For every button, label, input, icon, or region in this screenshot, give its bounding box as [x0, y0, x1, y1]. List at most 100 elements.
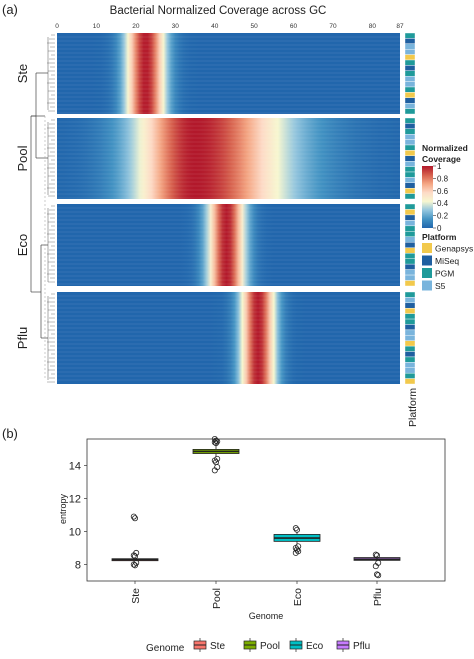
genome-legend: Ste Pool Eco Pflu — [193, 638, 370, 652]
group-label-eco: Eco — [15, 234, 30, 256]
platform-legend-swatch — [422, 280, 432, 291]
platform-cell — [404, 291, 416, 298]
boxplot-outlier — [130, 552, 137, 559]
platform-cell — [404, 92, 416, 99]
platform-cell — [404, 102, 416, 109]
platform-cell — [404, 144, 416, 151]
platform-cell — [404, 340, 416, 347]
platform-cell — [404, 81, 416, 88]
boxplot-outlier — [131, 553, 138, 560]
colorbar-tick-label: 0.2 — [437, 212, 449, 221]
platform-cell — [404, 150, 416, 156]
platform-cell — [404, 329, 416, 336]
platform-cell — [404, 242, 416, 248]
platform-cell — [404, 177, 416, 183]
heatmap-x-ticks: 0 10 20 30 40 50 60 70 80 87 — [55, 23, 404, 30]
boxplot-outlier — [212, 437, 219, 444]
platform-legend-label: Genapsys — [435, 244, 473, 254]
heatmap-x-tick: 40 — [211, 23, 219, 30]
heatmap-block-ste — [57, 33, 400, 114]
genome-legend-label: Ste — [210, 641, 225, 652]
platform-cell — [404, 335, 416, 341]
boxplot-outlier — [292, 549, 299, 556]
platform-cell — [404, 274, 416, 281]
platform-cell — [404, 86, 416, 93]
platform-cell — [404, 171, 416, 178]
panel-b-label: (b) — [2, 426, 18, 441]
boxplot-outlier — [131, 515, 138, 522]
heatmap-x-tick: 20 — [132, 23, 140, 30]
platform-cell — [404, 108, 416, 115]
group-label-pool: Pool — [15, 145, 30, 171]
platform-cell — [404, 155, 416, 162]
boxplot-y-ticks: 8 10 12 14 — [69, 460, 87, 571]
group-label-pflu: Pflu — [15, 327, 30, 349]
heatmap-x-tick: 10 — [93, 23, 101, 30]
panel-a-label: (a) — [2, 2, 18, 17]
platform-cell — [404, 70, 416, 77]
platform-cell — [404, 236, 416, 243]
boxplot-y-tick-label: 8 — [75, 559, 81, 571]
boxplot-x-tick-label: Pflu — [372, 588, 384, 606]
platform-cell — [404, 123, 416, 130]
platform-cell — [404, 308, 416, 314]
boxplot-outlier — [130, 561, 137, 568]
heatmap-x-tick: 70 — [329, 23, 337, 30]
platform-cell — [404, 49, 416, 55]
platform-cell — [404, 220, 416, 227]
platform-legend-title: Platform — [422, 232, 457, 242]
boxplot-frame — [86, 438, 446, 582]
platform-cell — [404, 269, 416, 276]
boxplot-boxes — [111, 435, 401, 579]
boxplot-outlier — [375, 572, 382, 579]
platform-cell — [404, 209, 416, 216]
boxplot-x-label: Genome — [249, 611, 284, 621]
heatmap-x-tick: 80 — [369, 23, 377, 30]
dendrogram — [30, 34, 55, 383]
platform-cell — [404, 182, 416, 189]
boxplot-outlier — [130, 513, 137, 520]
platform-cell — [404, 139, 416, 146]
platform-cell — [404, 75, 416, 82]
platform-cell — [404, 225, 416, 232]
platform-cell — [404, 345, 416, 352]
boxplot-y-label: entropy — [58, 493, 68, 524]
genome-legend-label: Pflu — [353, 641, 370, 652]
group-label-ste: Ste — [15, 64, 30, 84]
boxplot-outlier — [292, 525, 299, 532]
colorbar-title-line1: Normalized — [422, 143, 468, 153]
platform-cell — [404, 193, 416, 200]
boxplot-outlier — [211, 439, 218, 446]
platform-cell — [404, 313, 416, 320]
platform-annotation-column — [404, 32, 416, 385]
boxplot-outlier — [373, 571, 380, 578]
boxplot-outlier — [293, 546, 300, 553]
platform-cell — [404, 324, 416, 331]
heatmap — [57, 33, 400, 384]
platform-cell — [404, 133, 416, 140]
platform-cell — [404, 297, 416, 304]
platform-cell — [404, 372, 416, 379]
boxplot-outlier — [211, 467, 218, 474]
boxplot-outlier — [373, 552, 380, 559]
platform-cell — [404, 128, 416, 135]
platform-legend-swatch — [422, 268, 432, 278]
colorbar-tick-label: 0.6 — [437, 187, 449, 196]
platform-legend: Genapsys MiSeq PGM S5 — [422, 243, 473, 291]
platform-cell — [404, 97, 416, 104]
heatmap-x-tick: 60 — [290, 23, 298, 30]
platform-cell — [404, 166, 416, 173]
platform-cell — [404, 362, 416, 368]
boxplot-outlier — [372, 563, 379, 570]
heatmap-x-tick: 87 — [396, 23, 404, 30]
heatmap-x-tick: 30 — [172, 23, 180, 30]
platform-cell — [404, 318, 416, 325]
boxplot-x-tick-label: Pool — [211, 588, 223, 609]
platform-cell — [404, 258, 416, 265]
platform-axis-label: Platform — [407, 388, 419, 427]
genome-legend-label: Pool — [260, 641, 280, 652]
heatmap-x-tick: 0 — [55, 23, 59, 30]
colorbar — [422, 166, 433, 228]
boxplot-x-tick-label: Ste — [130, 588, 142, 604]
